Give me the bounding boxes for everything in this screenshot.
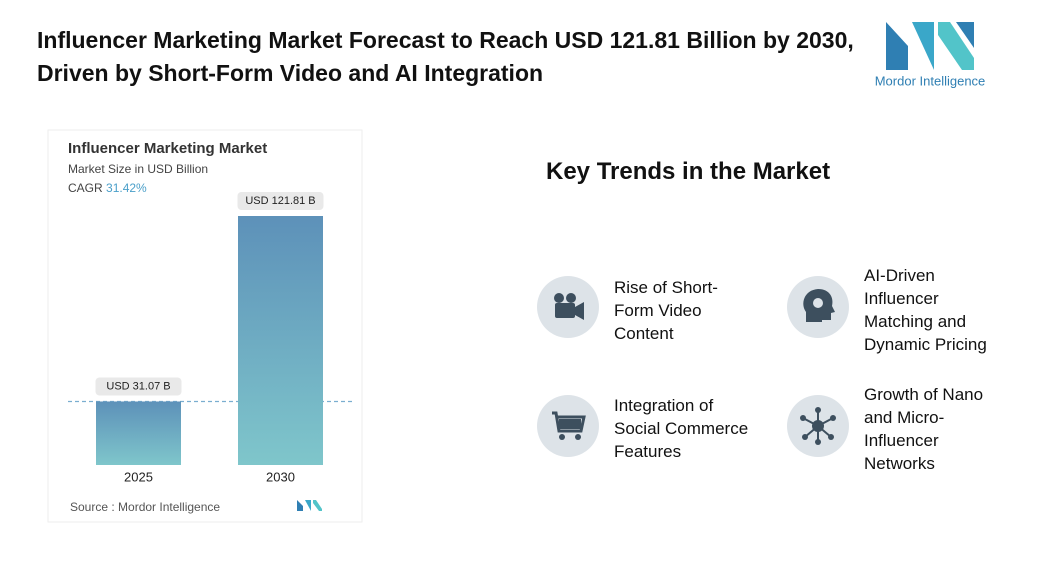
x-tick-label: 2030 <box>266 469 295 484</box>
value-label-box <box>237 192 324 210</box>
trend-icons <box>537 276 849 457</box>
logo-text: Mordor Intelligence <box>875 73 986 88</box>
trends-title: Key Trends in the Market <box>546 158 831 185</box>
value-label: USD 31.07 B <box>106 380 170 392</box>
logo-mark <box>886 22 974 70</box>
trend-item: Rise of Short-Form Video Content <box>614 278 718 343</box>
trend-item: Growth of Nano and Micro-Influencer Netw… <box>864 385 984 473</box>
cagr: CAGR 31.42% <box>68 181 147 195</box>
value-label-box <box>95 377 182 396</box>
cagr-value: 31.42% <box>106 181 147 195</box>
chart-title: Influencer Marketing Market <box>68 140 267 157</box>
bar <box>96 401 181 465</box>
chart-subtitle: Market Size in USD Billion <box>68 162 208 176</box>
trend-item: Integration of Social Commerce Features <box>614 396 749 461</box>
page-title: Influencer Marketing Market Forecast to … <box>37 27 854 86</box>
value-label: USD 121.81 B <box>245 195 315 207</box>
source: Source : Mordor Intelligence <box>70 500 220 514</box>
trend-item: AI-Driven Influencer Matching and Dynami… <box>864 266 987 354</box>
source-logo <box>297 500 322 511</box>
bar <box>238 216 323 465</box>
x-tick-label: 2025 <box>124 469 153 484</box>
cagr-label: CAGR <box>68 181 103 195</box>
